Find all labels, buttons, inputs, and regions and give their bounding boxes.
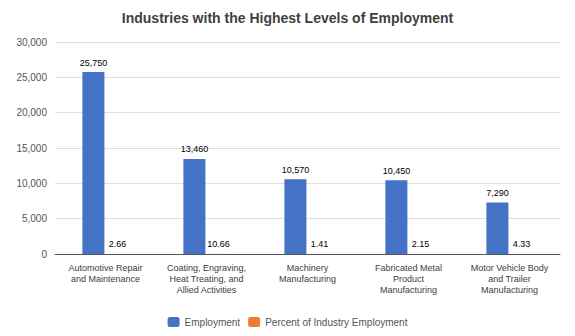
svg-text:15,000: 15,000 [16,143,47,154]
svg-text:Heat Treating, and: Heat Treating, and [169,274,243,284]
svg-text:13,460: 13,460 [181,144,209,154]
svg-text:Automotive Repair: Automotive Repair [68,263,142,273]
svg-text:20,000: 20,000 [16,107,47,118]
svg-text:30,000: 30,000 [16,37,47,48]
svg-text:Employment: Employment [185,317,241,328]
svg-text:10.66: 10.66 [207,239,230,249]
svg-text:Industries with the Highest Le: Industries with the Highest Levels of Em… [122,10,454,26]
svg-text:2.66: 2.66 [109,239,127,249]
svg-text:and Trailer: and Trailer [488,274,531,284]
svg-text:10,570: 10,570 [282,165,310,175]
svg-text:25,750: 25,750 [80,58,108,68]
svg-text:Fabricated Metal: Fabricated Metal [375,263,442,273]
svg-text:1.41: 1.41 [311,239,329,249]
svg-text:Manufacturing: Manufacturing [380,285,437,295]
svg-text:Motor Vehicle Body: Motor Vehicle Body [471,263,549,273]
svg-text:0: 0 [41,249,47,260]
svg-text:and Maintenance: and Maintenance [71,274,140,284]
svg-text:5,000: 5,000 [22,213,47,224]
svg-text:7,290: 7,290 [486,188,509,198]
svg-text:Manufacturing: Manufacturing [279,274,336,284]
svg-text:25,000: 25,000 [16,72,47,83]
svg-text:4.33: 4.33 [513,239,531,249]
svg-text:10,000: 10,000 [16,178,47,189]
svg-text:Manufacturing: Manufacturing [481,285,538,295]
svg-text:Percent of Industry Employment: Percent of Industry Employment [265,317,408,328]
svg-text:10,450: 10,450 [383,166,411,176]
svg-text:Coating, Engraving,: Coating, Engraving, [167,263,246,273]
svg-text:Product: Product [393,274,425,284]
svg-text:2.15: 2.15 [412,239,430,249]
svg-text:Allied Activities: Allied Activities [177,285,237,295]
svg-text:Machinery: Machinery [287,263,329,273]
